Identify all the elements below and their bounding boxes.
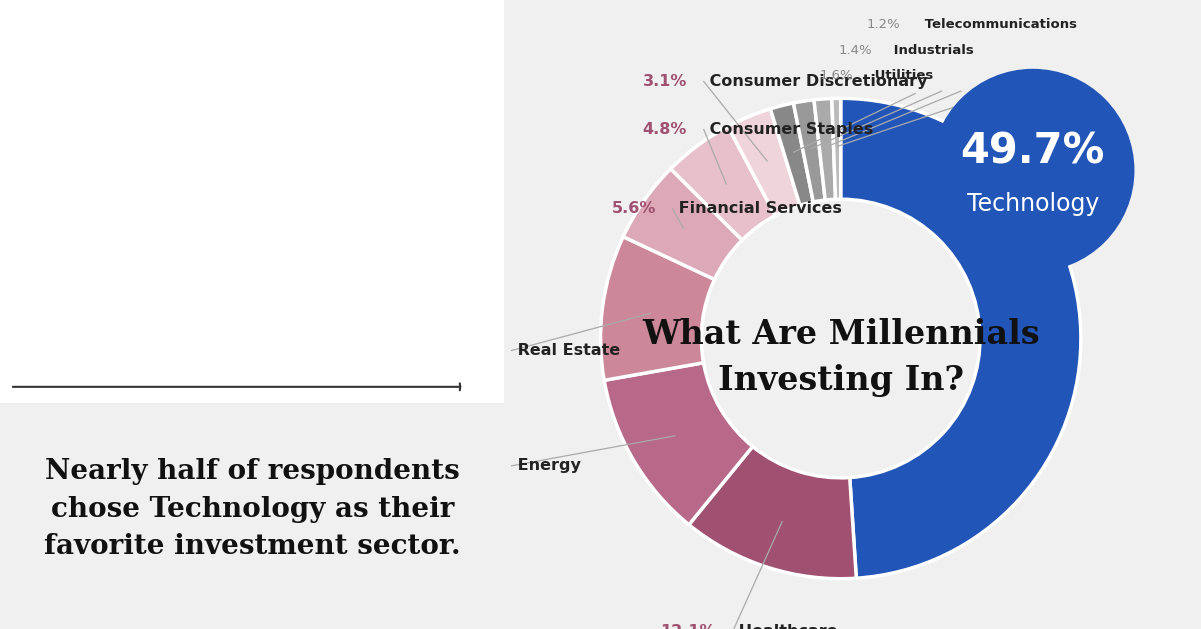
Text: 1.2%: 1.2% [867, 18, 901, 31]
Wedge shape [623, 169, 742, 279]
Text: Technology: Technology [967, 192, 1099, 216]
Wedge shape [770, 103, 813, 205]
Text: Utilities: Utilities [870, 69, 933, 82]
Text: 12.1%: 12.1% [661, 624, 716, 629]
Bar [0, 0, 504, 403]
Text: Healthcare: Healthcare [733, 624, 837, 629]
Text: What Are Millennials
Investing In?: What Are Millennials Investing In? [641, 318, 1040, 398]
Text: 3.1%: 3.1% [643, 74, 687, 89]
Bar [0, 403, 504, 629]
Wedge shape [728, 109, 800, 216]
Text: Industrials: Industrials [889, 45, 974, 57]
Text: 11.5%: 11.5% [440, 459, 495, 474]
Wedge shape [814, 99, 836, 200]
Wedge shape [670, 126, 776, 240]
Text: Real Estate: Real Estate [512, 343, 620, 358]
Circle shape [932, 69, 1134, 271]
Text: 9.9%: 9.9% [450, 343, 495, 358]
Wedge shape [841, 98, 1081, 578]
Wedge shape [794, 100, 825, 202]
Text: 0.6%: 0.6% [915, 0, 949, 3]
Wedge shape [832, 98, 841, 199]
Text: Consumer Discretionary: Consumer Discretionary [704, 74, 927, 89]
Text: Financial Services: Financial Services [673, 201, 842, 216]
Text: Energy: Energy [512, 459, 580, 474]
Wedge shape [600, 237, 715, 381]
Text: 5.6%: 5.6% [611, 201, 656, 216]
Text: 49.7%: 49.7% [961, 130, 1105, 172]
Text: Consumer Staples: Consumer Staples [704, 122, 873, 137]
Text: 4.8%: 4.8% [643, 122, 687, 137]
Wedge shape [689, 447, 856, 579]
Text: Telecommunications: Telecommunications [920, 18, 1077, 31]
Text: 1.6%: 1.6% [819, 69, 853, 82]
Wedge shape [604, 363, 753, 525]
Text: Nearly half of respondents
chose Technology as their
favorite investment sector.: Nearly half of respondents chose Technol… [44, 459, 460, 560]
Text: 1.4%: 1.4% [838, 45, 872, 57]
Text: Materials: Materials [966, 0, 1040, 3]
